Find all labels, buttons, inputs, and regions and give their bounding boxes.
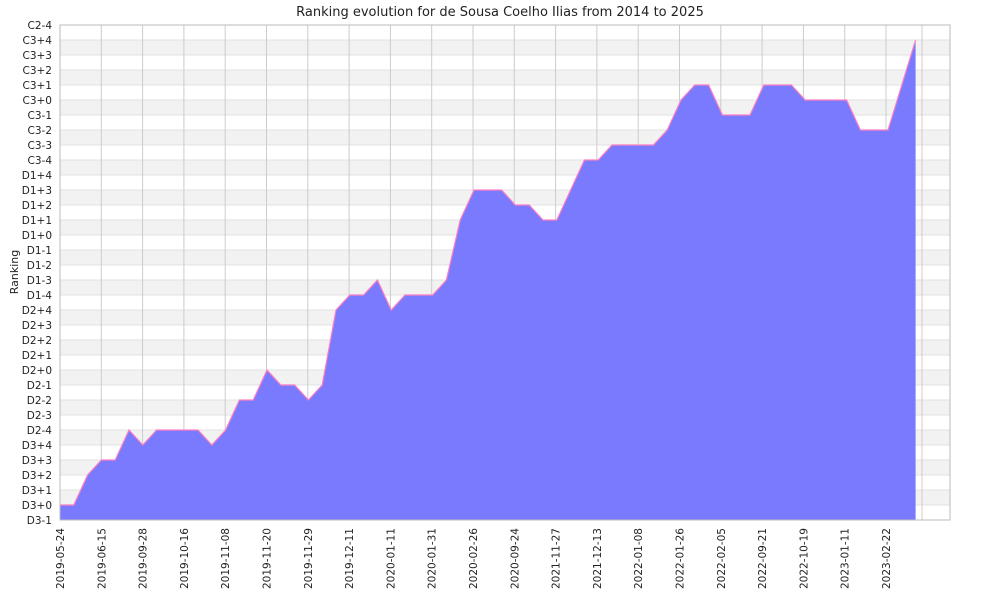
x-tick-label: 2019-09-28 [138, 528, 150, 589]
x-tick-label: 2022-01-26 [675, 528, 687, 589]
y-tick-label: C2-4 [28, 20, 53, 32]
area-layer [60, 39, 917, 520]
y-tick-label: D3+0 [22, 500, 52, 512]
y-band [60, 100, 950, 115]
y-tick-label: D2-4 [27, 425, 53, 437]
y-tick-label: D2-1 [27, 380, 52, 392]
y-tick-label: D3+2 [22, 470, 52, 482]
chart-title: Ranking evolution for de Sousa Coelho Il… [296, 5, 704, 20]
x-tick-label: 2019-11-08 [220, 528, 232, 589]
x-tick-label: 2019-11-20 [262, 528, 274, 589]
y-tick-label: C3+1 [23, 80, 53, 92]
y-tick-label: D2-2 [27, 395, 52, 407]
y-tick-label: D2+4 [22, 305, 53, 317]
y-tick-label: D3+1 [22, 485, 52, 497]
x-tick-label: 2021-12-13 [592, 528, 604, 589]
x-tick-label: 2019-05-24 [55, 528, 67, 589]
y-tick-label: C3+0 [23, 95, 53, 107]
x-tick-label: 2022-10-19 [798, 528, 810, 589]
y-tick-label: D1-2 [27, 260, 52, 272]
x-tick-label: 2022-09-21 [757, 528, 769, 589]
x-tick-label: 2020-01-31 [427, 528, 439, 589]
y-tick-label: C3-2 [28, 125, 52, 137]
y-tick-label: D1-4 [27, 290, 53, 302]
x-tick-label: 2023-01-11 [840, 528, 852, 589]
x-tick-label: 2019-10-16 [179, 528, 191, 589]
y-axis-ticks: D3-1 D3+0 D3+1 D3+2 D3+3 D3+4 D2-4 D2-3 D2-2 D2-1… [22, 20, 53, 527]
plot-border [59, 24, 951, 521]
x-tick-label: 2019-06-15 [96, 528, 108, 589]
y-tick-label: D1+2 [22, 200, 52, 212]
y-tick-label: C3-3 [28, 140, 52, 152]
area-line [60, 39, 917, 506]
y-tick-label: D1-1 [27, 245, 52, 257]
y-tick-label: C3+4 [23, 35, 53, 47]
y-tick-label: D2+2 [22, 335, 52, 347]
y-tick-label: D2-3 [27, 410, 52, 422]
x-tick-label: 2022-02-05 [716, 528, 728, 589]
x-tick-label: 2019-12-11 [344, 528, 356, 589]
x-tick-label: 2020-02-26 [468, 528, 480, 589]
y-tick-label: D1+1 [22, 215, 52, 227]
y-tick-label: D3+4 [22, 440, 53, 452]
y-tick-label: D2+0 [22, 365, 52, 377]
y-tick-label: D3+3 [22, 455, 52, 467]
y-tick-label: D1-3 [27, 275, 52, 287]
y-tick-label: D1+0 [22, 230, 52, 242]
area-fill [60, 40, 916, 520]
y-tick-label: D1+3 [22, 185, 52, 197]
y-band [60, 70, 950, 85]
x-axis-ticks: 2019-05-24 2019-06-15 2019-09-28 2019-10-16… [55, 528, 893, 589]
y-axis-label: Ranking [8, 250, 21, 295]
x-tick-label: 2020-01-11 [385, 528, 397, 589]
x-tick-label: 2021-11-27 [551, 528, 563, 589]
x-tick-label: 2019-11-29 [303, 528, 315, 589]
y-tick-label: C3+3 [23, 50, 53, 62]
y-tick-label: D2+3 [22, 320, 52, 332]
y-tick-label: D2+1 [22, 350, 52, 362]
y-tick-label: C3+2 [23, 65, 53, 77]
x-tick-label: 2023-02-22 [881, 528, 893, 589]
y-tick-label: D1+4 [22, 170, 53, 182]
y-tick-label: C3-4 [28, 155, 53, 167]
x-tick-label: 2022-01-08 [633, 528, 645, 589]
y-tick-label: C3-1 [28, 110, 52, 122]
plot-frame [59, 24, 951, 521]
x-tick-label: 2020-09-24 [509, 528, 521, 589]
y-band [60, 40, 950, 55]
y-tick-label: D3-1 [27, 515, 52, 527]
